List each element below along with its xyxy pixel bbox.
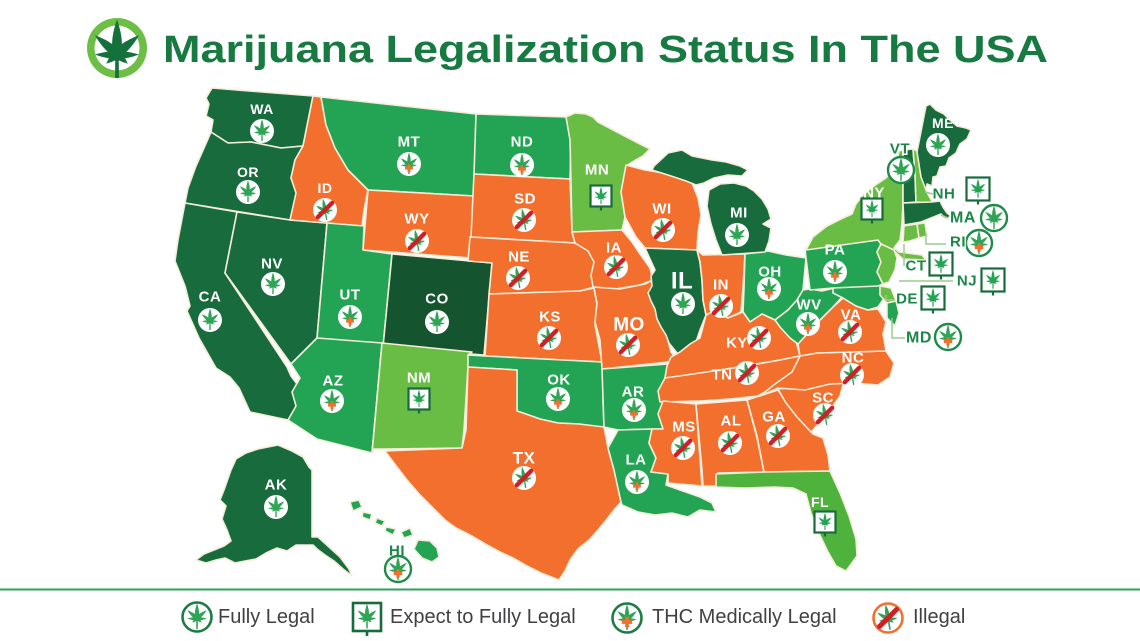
svg-text:KS: KS — [539, 309, 561, 326]
svg-text:RI: RI — [950, 234, 966, 251]
svg-text:MT: MT — [398, 134, 421, 151]
svg-text:UT: UT — [340, 287, 361, 304]
svg-text:VA: VA — [841, 307, 862, 324]
svg-text:ND: ND — [511, 134, 534, 151]
svg-text:Fully Legal: Fully Legal — [218, 606, 315, 628]
svg-text:NH: NH — [933, 186, 956, 203]
svg-text:CA: CA — [199, 289, 222, 306]
svg-text:HI: HI — [389, 543, 405, 560]
svg-text:NJ: NJ — [957, 273, 977, 290]
svg-text:ME: ME — [932, 115, 954, 131]
svg-text:AR: AR — [622, 384, 645, 401]
svg-text:MS: MS — [672, 419, 696, 436]
svg-text:MN: MN — [585, 162, 609, 179]
svg-text:FL: FL — [811, 494, 829, 510]
svg-text:MD: MD — [906, 330, 932, 347]
svg-text:IN: IN — [713, 277, 729, 294]
svg-text:AL: AL — [721, 413, 742, 430]
svg-text:Marijuana Legalization Status: Marijuana Legalization Status In The USA — [163, 29, 1048, 71]
svg-text:THC Medically Legal: THC Medically Legal — [652, 606, 837, 628]
svg-text:SC: SC — [812, 390, 834, 407]
svg-text:OR: OR — [237, 164, 259, 180]
svg-text:Expect to Fully Legal: Expect to Fully Legal — [390, 606, 576, 628]
svg-text:IL: IL — [671, 268, 693, 295]
svg-text:DE: DE — [896, 291, 918, 308]
svg-text:WV: WV — [796, 297, 821, 314]
svg-text:OK: OK — [547, 372, 571, 389]
svg-text:WA: WA — [250, 101, 274, 117]
svg-text:SD: SD — [514, 191, 536, 208]
svg-text:GA: GA — [762, 409, 786, 426]
svg-text:VT: VT — [890, 141, 910, 158]
svg-text:ID: ID — [318, 180, 333, 196]
svg-text:TN: TN — [712, 367, 733, 384]
svg-text:AK: AK — [265, 477, 288, 494]
svg-text:NY: NY — [863, 185, 885, 202]
svg-text:LA: LA — [626, 452, 647, 469]
svg-text:MA: MA — [950, 210, 976, 227]
svg-text:PA: PA — [825, 242, 846, 259]
svg-text:CT: CT — [906, 258, 927, 275]
svg-text:NM: NM — [407, 370, 431, 387]
svg-text:WI: WI — [652, 201, 671, 218]
svg-text:CO: CO — [425, 291, 449, 308]
svg-text:TX: TX — [513, 449, 536, 468]
svg-text:KY: KY — [726, 335, 748, 352]
svg-text:NC: NC — [842, 350, 865, 367]
svg-text:WY: WY — [404, 211, 429, 228]
svg-text:MO: MO — [613, 315, 645, 336]
svg-text:IA: IA — [606, 240, 622, 257]
svg-text:Illegal: Illegal — [913, 606, 965, 628]
svg-text:MI: MI — [730, 205, 748, 222]
svg-text:OH: OH — [758, 264, 782, 281]
svg-text:NE: NE — [508, 249, 530, 266]
svg-text:AZ: AZ — [323, 373, 344, 390]
svg-text:NV: NV — [261, 256, 283, 273]
